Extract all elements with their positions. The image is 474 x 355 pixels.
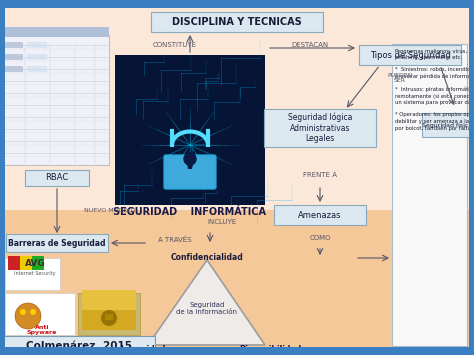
Bar [27, 66, 47, 72]
Bar [5, 54, 23, 60]
Text: Seguridad lógica
Administrativas
Legales: Seguridad lógica Administrativas Legales [288, 113, 352, 143]
FancyBboxPatch shape [392, 44, 467, 346]
FancyBboxPatch shape [151, 12, 323, 32]
Bar [0, 0, 474, 210]
Text: PUEDEN
SER: PUEDEN SER [387, 73, 413, 83]
Bar [5, 293, 75, 335]
Text: SEGURIDAD    INFORMÁTICA: SEGURIDAD INFORMÁTICA [113, 207, 266, 217]
Text: NUEVO MODELO: NUEVO MODELO [84, 208, 136, 213]
Text: AVG: AVG [25, 260, 46, 268]
Text: CONSTITUYE: CONSTITUYE [153, 42, 197, 48]
Text: DESTACAN: DESTACAN [292, 42, 328, 48]
Bar [82, 290, 136, 310]
Text: Colmenárez, 2015: Colmenárez, 2015 [26, 341, 132, 351]
Text: Seguridad física: Seguridad física [422, 122, 472, 128]
FancyBboxPatch shape [422, 113, 472, 137]
Text: Confidencialidad: Confidencialidad [171, 252, 243, 262]
Text: Programas malignos: virus, espías, troyanos, gusanos,
phishing, spamming, etc.

: Programas malignos: virus, espías, troya… [395, 48, 474, 131]
Bar [27, 54, 47, 60]
Circle shape [15, 303, 41, 329]
Text: A TRAVÉS: A TRAVÉS [158, 237, 192, 243]
FancyBboxPatch shape [25, 170, 89, 186]
Bar [0, 0, 5, 355]
Text: Integridad: Integridad [120, 345, 166, 355]
Bar [4, 27, 109, 37]
Bar [82, 298, 136, 330]
Circle shape [30, 309, 36, 315]
FancyBboxPatch shape [164, 155, 216, 189]
Bar [4, 35, 109, 165]
Bar [0, 347, 474, 355]
Bar [115, 55, 265, 205]
Bar [20, 256, 32, 270]
Text: RBAC: RBAC [46, 174, 69, 182]
Circle shape [184, 153, 196, 165]
Bar [5, 42, 23, 48]
Text: DISCIPLINA Y TECNICAS: DISCIPLINA Y TECNICAS [172, 17, 302, 27]
Bar [8, 256, 20, 270]
FancyBboxPatch shape [359, 45, 461, 65]
Polygon shape [148, 260, 265, 345]
FancyBboxPatch shape [264, 109, 376, 147]
Text: Seguridad
de la información: Seguridad de la información [176, 301, 237, 315]
Bar [5, 258, 60, 290]
Text: Internet Security: Internet Security [14, 272, 56, 277]
Bar [78, 293, 140, 335]
FancyBboxPatch shape [6, 234, 108, 252]
Text: Amenazas: Amenazas [298, 211, 342, 219]
Bar [5, 66, 23, 72]
Text: FRENTE A: FRENTE A [303, 172, 337, 178]
Circle shape [20, 309, 26, 315]
Circle shape [101, 310, 117, 326]
Bar [0, 0, 474, 8]
FancyBboxPatch shape [3, 336, 155, 355]
Text: Disponibilidad: Disponibilidad [239, 345, 301, 355]
Text: Tipos de Seguridad: Tipos de Seguridad [370, 50, 450, 60]
Polygon shape [186, 159, 194, 169]
Text: INCLUYE: INCLUYE [207, 219, 237, 225]
Bar [32, 256, 44, 270]
FancyBboxPatch shape [274, 205, 366, 225]
Text: Anti
Spyware: Anti Spyware [27, 324, 57, 335]
Bar [105, 314, 113, 320]
Bar [27, 42, 47, 48]
Text: Barreras de Seguridad: Barreras de Seguridad [8, 239, 106, 247]
Text: COMO: COMO [309, 235, 331, 241]
Bar [469, 0, 474, 355]
